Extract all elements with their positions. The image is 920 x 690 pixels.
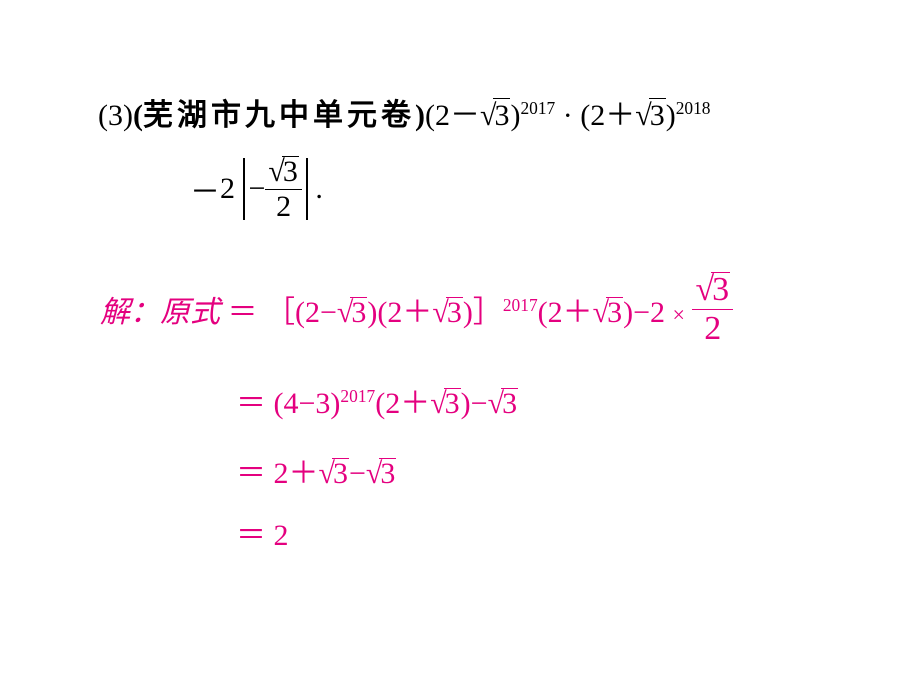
eq: ＝ <box>236 519 266 552</box>
two1: 2 <box>435 99 450 132</box>
solution-line-4: ＝ 2 <box>236 510 289 554</box>
minus2: − <box>633 296 650 329</box>
exp: 2017 <box>503 295 538 315</box>
dot: · <box>563 99 573 132</box>
rp: ) <box>330 387 340 420</box>
solution-line-2: ＝ (4−3)2017(2＋√3)−√3 <box>236 378 518 422</box>
minus1: － <box>450 99 480 132</box>
problem-source: 芜湖市九中单元卷 <box>143 99 415 132</box>
fraction-num: √3 <box>692 272 733 310</box>
lp2: ( <box>377 296 387 329</box>
fraction-den: 2 <box>265 190 301 222</box>
problem-line-1: (3)(芜湖市九中单元卷)(2－√3)2017 · (2＋√3)2018 <box>98 90 710 134</box>
problem-line-2: －2 − √3 2 . <box>190 156 323 222</box>
n2c: 2 <box>548 296 563 329</box>
problem-index: (3) <box>98 99 133 132</box>
sqrt-icon: √3 <box>695 272 730 307</box>
lp2: ( <box>375 387 385 420</box>
n4: 4 <box>284 387 299 420</box>
sqrt-icon: √3 <box>268 156 298 187</box>
minus: − <box>320 296 337 329</box>
sqrt-icon: √3 <box>432 296 462 330</box>
plus: ＋ <box>400 387 430 420</box>
eq: ＝ <box>236 387 266 420</box>
sqrt-icon: √3 <box>635 98 665 133</box>
lp1: ( <box>295 296 305 329</box>
two2: 2 <box>590 99 605 132</box>
lb: ［ <box>265 296 295 329</box>
rp1: ) <box>510 99 520 132</box>
n2: 2 <box>305 296 320 329</box>
plus1: ＋ <box>605 99 635 132</box>
minus: － <box>190 176 220 209</box>
n2: 2 <box>274 457 289 490</box>
exp1: 2017 <box>520 98 555 118</box>
eq: ＝ <box>236 457 266 490</box>
rp2: ) <box>666 99 676 132</box>
abs-content: − √3 2 <box>245 156 306 222</box>
exp: 2017 <box>340 386 375 406</box>
sqrt-icon: √3 <box>337 296 367 330</box>
sqrt-icon: √3 <box>593 296 623 330</box>
answer: 2 <box>274 519 289 552</box>
abs-bar-right <box>306 158 308 220</box>
minus: − <box>349 457 366 490</box>
exp2: 2018 <box>676 98 711 118</box>
rb: ］ <box>473 296 503 329</box>
period: . <box>315 172 323 205</box>
source-open: ( <box>133 99 143 132</box>
solution-line-3: ＝ 2＋√3−√3 <box>236 448 396 492</box>
fraction-num: √3 <box>265 156 301 190</box>
rp2: ) <box>461 387 471 420</box>
n2d: 2 <box>650 296 665 329</box>
plus2: ＋ <box>563 296 593 329</box>
lp2: ( <box>580 99 590 132</box>
two: 2 <box>220 172 235 205</box>
sqrt-icon: √3 <box>430 387 460 421</box>
solution-line-1: 解：原式 ＝ ［(2−√3)(2＋√3)］2017(2＋√3)−2 × √3 2 <box>100 272 733 346</box>
rp2: ) <box>463 296 473 329</box>
lp1: ( <box>425 99 435 132</box>
rp3: ) <box>623 296 633 329</box>
times: × <box>673 302 685 327</box>
eq: ＝ <box>228 296 258 329</box>
n2: 2 <box>385 387 400 420</box>
plus: ＋ <box>402 296 432 329</box>
solution-prefix: 解：原式 <box>100 296 220 329</box>
source-close: ) <box>415 99 425 132</box>
fraction-den: 2 <box>692 310 733 346</box>
rp1: ) <box>367 296 377 329</box>
lp3: ( <box>538 296 548 329</box>
neg: − <box>249 172 266 205</box>
fraction: √3 2 <box>692 272 733 346</box>
fraction: √3 2 <box>265 156 301 222</box>
n3: 3 <box>315 387 330 420</box>
minus: − <box>299 387 316 420</box>
minus2: − <box>471 387 488 420</box>
n2b: 2 <box>387 296 402 329</box>
sqrt-icon: √3 <box>488 387 518 421</box>
sqrt-icon: √3 <box>319 457 349 491</box>
sqrt-icon: √3 <box>366 457 396 491</box>
sqrt-icon: √3 <box>480 98 510 133</box>
plus: ＋ <box>289 457 319 490</box>
lp: ( <box>274 387 284 420</box>
